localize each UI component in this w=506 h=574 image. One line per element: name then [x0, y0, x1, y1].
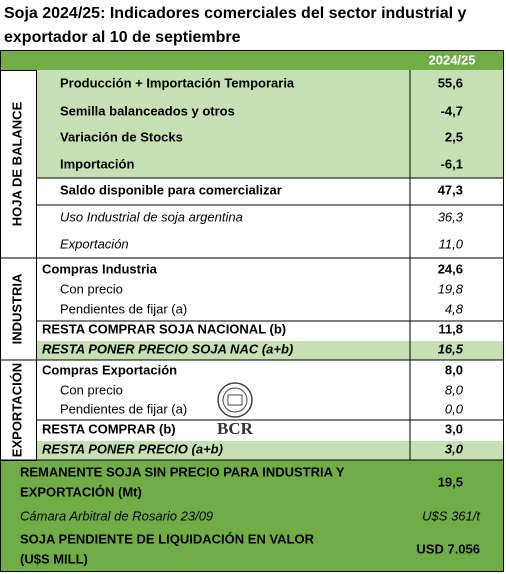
highlight-band [36, 441, 504, 460]
row-value: 3,0 [445, 441, 464, 456]
row-value: 47,3 [438, 182, 463, 197]
footer-label: Cámara Arbitral de Rosario 23/09 [20, 508, 213, 523]
footer-band [0, 460, 504, 572]
row-value: 11,8 [438, 321, 463, 336]
row-label: Pendientes de fijar (a) [60, 401, 187, 416]
header-band [0, 50, 504, 70]
row-label: Semilla balanceados y otros [60, 103, 235, 118]
logo-text: BCR [217, 419, 254, 438]
row-label: RESTA PONER PRECIO (a+b) [42, 441, 223, 456]
row-value: 11,0 [439, 236, 464, 251]
row-label: RESTA COMPRAR SOJA NACIONAL (b) [42, 321, 286, 336]
row-value: 55,6 [438, 75, 463, 90]
row-label: Exportación [60, 236, 129, 251]
row-value: 24,6 [438, 261, 463, 276]
row-label: RESTA COMPRAR (b) [42, 421, 176, 436]
row-label: Con precio [60, 281, 123, 296]
row-value: 16,5 [438, 341, 464, 356]
section-label: HOJA DE BALANCE [9, 101, 24, 226]
bcr-logo: BCR [217, 382, 254, 438]
row-label: RESTA PONER PRECIO SOJA NAC (a+b) [42, 341, 293, 356]
row-value: 8,0 [445, 382, 464, 397]
row-label: Con precio [60, 382, 123, 397]
row-value: -4,7 [441, 103, 463, 118]
row-value: 8,0 [445, 362, 463, 377]
footer-value: 19,5 [438, 474, 463, 489]
row-value: 4,8 [445, 301, 464, 316]
footer-label: EXPORTACIÓN (Mt) [20, 484, 142, 499]
row-value: 36,3 [438, 209, 464, 224]
title: exportador al 10 de septiembre [4, 29, 241, 46]
footer-label: SOJA PENDIENTE DE LIQUIDACIÓN EN VALOR [20, 531, 315, 546]
footer-label: REMANENTE SOJA SIN PRECIO PARA INDUSTRIA… [20, 464, 345, 479]
footer-value: U$S 361/t [422, 508, 481, 523]
footer-label: (U$S MILL) [20, 551, 88, 566]
highlight-band [36, 70, 504, 178]
highlight-band [36, 341, 504, 360]
table-frame [0, 50, 504, 572]
title: Soja 2024/25: Indicadores comerciales de… [4, 5, 467, 22]
row-label: Uso Industrial de soja argentina [60, 209, 243, 224]
row-label: Importación [60, 156, 134, 171]
section-label: EXPORTACIÓN [9, 363, 24, 457]
row-label: Saldo disponible para comercializar [60, 182, 282, 197]
row-value: 0,0 [445, 401, 464, 416]
row-label: Compras Industria [42, 261, 158, 276]
column-header: 2024/25 [429, 52, 476, 67]
row-label: Pendientes de fijar (a) [60, 301, 187, 316]
row-value: 2,5 [445, 129, 463, 144]
footer-value: USD 7.056 [416, 541, 480, 556]
row-label: Compras Exportación [42, 362, 177, 377]
section-label: INDUSTRIA [9, 273, 24, 344]
row-value: 3,0 [445, 421, 463, 436]
row-label: Producción + Importación Temporaria [60, 75, 295, 90]
row-value: 19,8 [438, 281, 464, 296]
row-value: -6,1 [441, 156, 463, 171]
row-label: Variación de Stocks [60, 129, 183, 144]
